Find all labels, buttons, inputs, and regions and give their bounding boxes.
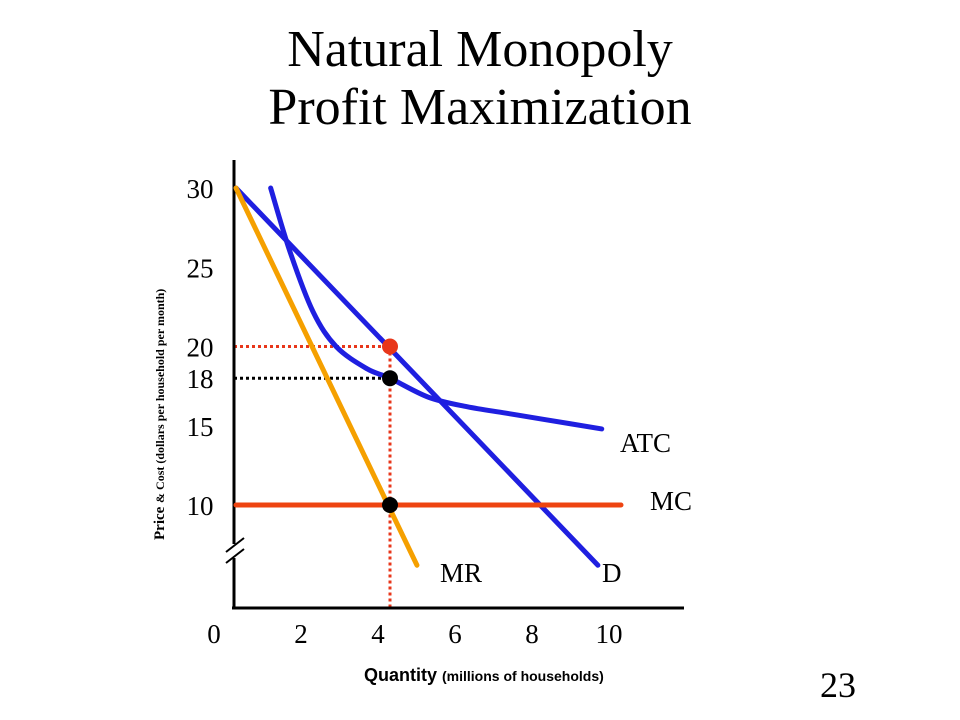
label-atc: ATC	[620, 428, 671, 458]
y-tick-label: 10	[187, 491, 214, 521]
label-d: D	[602, 558, 622, 588]
point-4-10	[382, 497, 398, 513]
curves	[233, 185, 624, 568]
y-tick-label: 18	[187, 364, 214, 394]
x-axis-label: Quantity (millions of households)	[364, 665, 604, 685]
point-4-20	[382, 338, 398, 355]
label-mr: MR	[440, 558, 482, 588]
x-tick-label: 10	[596, 619, 623, 649]
reference-points	[382, 338, 398, 513]
x-tick-label: 4	[371, 619, 385, 649]
axis-break-mark	[225, 537, 245, 553]
chart-title-line1: Natural Monopoly	[287, 21, 673, 78]
y-tick-label: 15	[187, 412, 214, 442]
y-axis-label-main: Price	[152, 503, 168, 540]
x-axis-label-sub: (millions of households)	[442, 668, 604, 684]
x-tick-label: 0	[207, 619, 221, 649]
x-tick-label: 6	[448, 619, 462, 649]
series-d-line	[233, 185, 601, 568]
curve-labels: D MR MC ATC	[440, 428, 692, 588]
page-number: 23	[820, 665, 856, 705]
x-tick-label: 2	[294, 619, 308, 649]
axis-titles: Price & Cost (dollars per household per …	[152, 289, 604, 685]
y-axis-label: Price & Cost (dollars per household per …	[152, 289, 168, 540]
axis-break-gap	[230, 544, 238, 558]
y-tick-label: 30	[187, 174, 214, 204]
point-4-18	[382, 370, 398, 387]
y-tick-label: 25	[187, 253, 214, 283]
guide-lines	[234, 345, 392, 608]
x-tick-label: 8	[525, 619, 539, 649]
axis-break-mark	[225, 548, 245, 564]
series-atc-line	[268, 185, 605, 432]
chart-title-line2: Profit Maximization	[268, 79, 692, 136]
label-mc: MC	[650, 486, 692, 516]
y-axis-label-sub: & Cost (dollars per household per month)	[153, 289, 167, 503]
axes	[225, 160, 684, 610]
y-tick-label: 20	[187, 333, 214, 363]
x-axis-label-main: Quantity	[364, 665, 442, 685]
